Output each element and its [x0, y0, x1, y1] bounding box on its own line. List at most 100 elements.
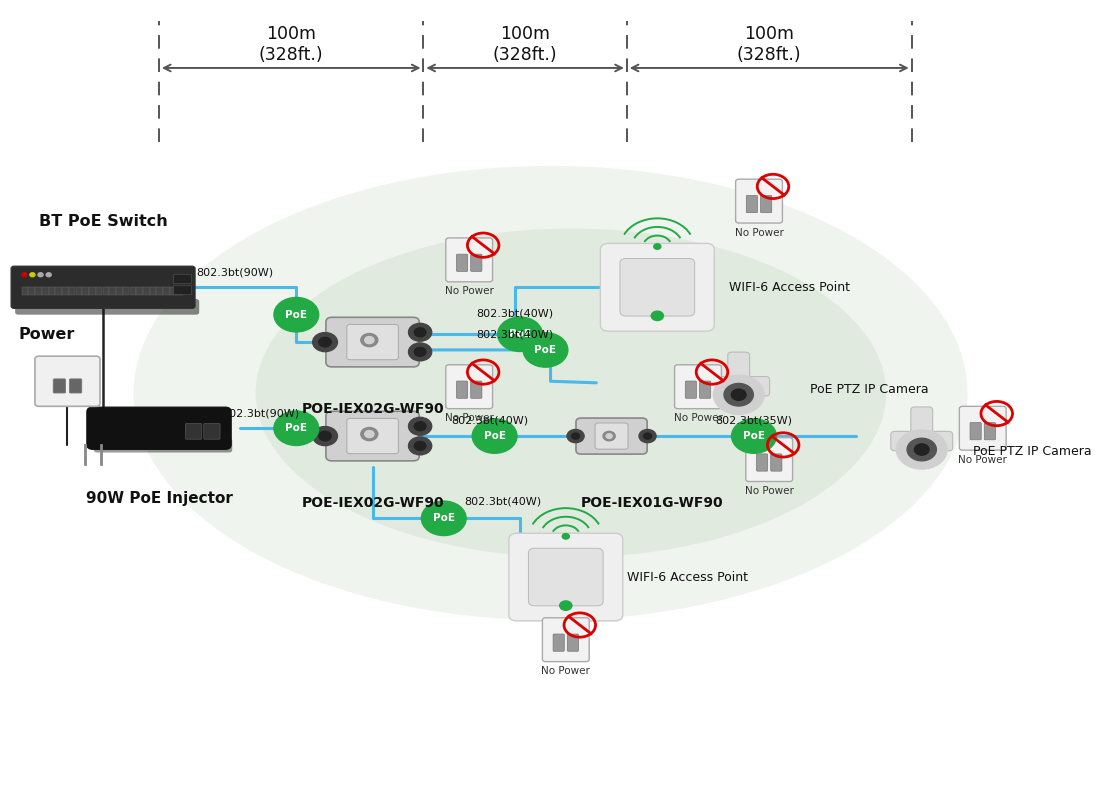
- Circle shape: [560, 601, 572, 610]
- FancyBboxPatch shape: [771, 454, 782, 471]
- Circle shape: [606, 434, 613, 439]
- Text: PoE: PoE: [742, 431, 764, 441]
- Circle shape: [365, 431, 374, 438]
- Text: WIFI-6 Access Point: WIFI-6 Access Point: [728, 281, 849, 294]
- Circle shape: [312, 332, 338, 351]
- Text: No Power: No Power: [958, 454, 1008, 465]
- Circle shape: [472, 419, 517, 454]
- Text: PoE: PoE: [535, 345, 557, 355]
- Text: PoE: PoE: [432, 513, 454, 523]
- Circle shape: [30, 273, 35, 277]
- Text: 90W PoE Injector: 90W PoE Injector: [86, 491, 232, 506]
- Text: 802.3bt(40W): 802.3bt(40W): [476, 309, 553, 318]
- Text: 802.3bt(40W): 802.3bt(40W): [476, 330, 553, 340]
- Text: 802.3bt(90W): 802.3bt(90W): [222, 408, 299, 418]
- FancyBboxPatch shape: [456, 381, 468, 399]
- Circle shape: [524, 332, 568, 367]
- Text: 802.3bt(35W): 802.3bt(35W): [715, 416, 792, 426]
- FancyBboxPatch shape: [109, 287, 116, 296]
- Circle shape: [415, 442, 426, 450]
- FancyBboxPatch shape: [595, 423, 628, 449]
- Circle shape: [421, 501, 466, 535]
- FancyBboxPatch shape: [177, 287, 184, 296]
- FancyBboxPatch shape: [568, 634, 579, 652]
- Circle shape: [361, 428, 377, 441]
- FancyBboxPatch shape: [102, 287, 109, 296]
- Text: WIFI-6 Access Point: WIFI-6 Access Point: [627, 571, 748, 583]
- FancyBboxPatch shape: [891, 432, 953, 451]
- FancyBboxPatch shape: [53, 379, 66, 393]
- Circle shape: [572, 433, 580, 439]
- FancyBboxPatch shape: [911, 407, 933, 442]
- Circle shape: [724, 384, 754, 406]
- FancyBboxPatch shape: [984, 423, 996, 440]
- Circle shape: [365, 336, 374, 343]
- FancyBboxPatch shape: [69, 287, 76, 296]
- FancyBboxPatch shape: [746, 196, 758, 213]
- FancyBboxPatch shape: [757, 454, 768, 471]
- FancyBboxPatch shape: [959, 406, 1007, 450]
- FancyBboxPatch shape: [169, 287, 177, 296]
- FancyBboxPatch shape: [346, 325, 398, 360]
- FancyBboxPatch shape: [173, 285, 191, 294]
- FancyBboxPatch shape: [528, 549, 603, 606]
- FancyBboxPatch shape: [576, 418, 647, 454]
- Ellipse shape: [255, 229, 887, 557]
- FancyBboxPatch shape: [700, 381, 711, 399]
- FancyBboxPatch shape: [446, 365, 493, 409]
- FancyBboxPatch shape: [346, 418, 398, 454]
- FancyBboxPatch shape: [509, 533, 623, 621]
- FancyBboxPatch shape: [117, 287, 123, 296]
- Text: Power: Power: [19, 327, 75, 342]
- FancyBboxPatch shape: [446, 238, 493, 282]
- Circle shape: [361, 333, 377, 347]
- Circle shape: [896, 430, 947, 469]
- Ellipse shape: [133, 166, 968, 620]
- FancyBboxPatch shape: [736, 179, 782, 223]
- Circle shape: [274, 297, 319, 332]
- Text: BT PoE Switch: BT PoE Switch: [39, 214, 167, 229]
- Text: PoE PTZ IP Camera: PoE PTZ IP Camera: [972, 445, 1091, 458]
- Text: 802.3bt(40W): 802.3bt(40W): [464, 497, 541, 506]
- FancyBboxPatch shape: [204, 424, 220, 439]
- Circle shape: [408, 417, 431, 435]
- FancyBboxPatch shape: [29, 287, 35, 296]
- FancyBboxPatch shape: [728, 352, 749, 387]
- Circle shape: [408, 343, 431, 361]
- FancyBboxPatch shape: [620, 259, 695, 316]
- FancyBboxPatch shape: [87, 407, 231, 450]
- FancyBboxPatch shape: [35, 356, 100, 406]
- Text: 100m
(328ft.): 100m (328ft.): [493, 25, 558, 64]
- Text: No Power: No Power: [745, 486, 793, 496]
- FancyBboxPatch shape: [55, 287, 62, 296]
- FancyBboxPatch shape: [123, 287, 130, 296]
- Circle shape: [713, 375, 764, 414]
- FancyBboxPatch shape: [760, 196, 772, 213]
- FancyBboxPatch shape: [48, 287, 55, 296]
- Text: No Power: No Power: [673, 413, 723, 423]
- Text: PoE PTZ IP Camera: PoE PTZ IP Camera: [810, 383, 928, 395]
- FancyBboxPatch shape: [601, 244, 714, 331]
- Circle shape: [914, 444, 929, 455]
- Circle shape: [644, 433, 651, 439]
- Circle shape: [415, 422, 426, 431]
- Text: POE-IEX02G-WF90: POE-IEX02G-WF90: [301, 402, 444, 417]
- FancyBboxPatch shape: [456, 254, 468, 271]
- Circle shape: [639, 429, 656, 443]
- FancyBboxPatch shape: [542, 618, 590, 662]
- Circle shape: [562, 534, 570, 539]
- FancyBboxPatch shape: [970, 423, 981, 440]
- FancyBboxPatch shape: [63, 287, 69, 296]
- Text: POE-IEX01G-WF90: POE-IEX01G-WF90: [581, 497, 724, 510]
- FancyBboxPatch shape: [553, 634, 564, 652]
- Circle shape: [319, 337, 331, 347]
- FancyBboxPatch shape: [82, 287, 89, 296]
- Text: PoE: PoE: [285, 310, 307, 320]
- Circle shape: [651, 311, 663, 321]
- FancyBboxPatch shape: [326, 318, 419, 367]
- FancyBboxPatch shape: [89, 287, 96, 296]
- Circle shape: [46, 273, 52, 277]
- FancyBboxPatch shape: [150, 287, 156, 296]
- Circle shape: [566, 429, 584, 443]
- Circle shape: [408, 323, 431, 341]
